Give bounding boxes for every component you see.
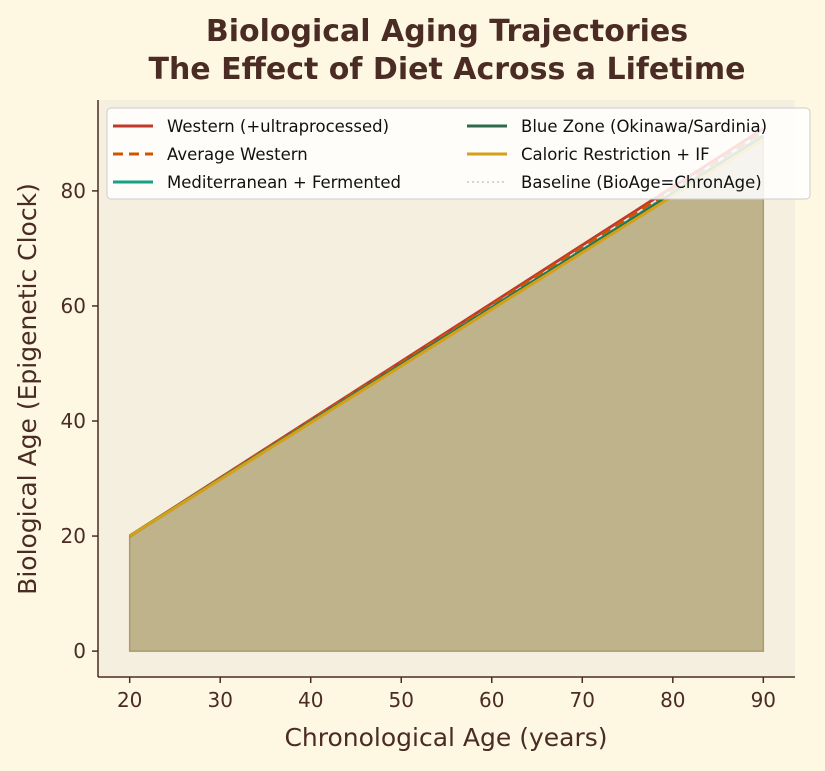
y-tick-label: 60 — [61, 294, 86, 318]
legend-box — [106, 107, 811, 200]
x-tick-label: 70 — [570, 688, 595, 712]
x-tick-label: 50 — [389, 688, 414, 712]
y-tick-label: 20 — [61, 524, 86, 548]
y-tick-label: 0 — [73, 639, 86, 663]
legend-label: Mediterranean + Fermented — [167, 173, 401, 192]
legend-label: Average Western — [167, 145, 308, 164]
legend: Western (+ultraprocessed) Average Western… — [106, 107, 811, 200]
y-axis-label: Biological Age (Epigenetic Clock) — [13, 183, 42, 595]
x-tick-label: 40 — [298, 688, 323, 712]
x-tick-label: 60 — [479, 688, 504, 712]
x-tick-label: 20 — [117, 688, 142, 712]
x-tick-label: 90 — [751, 688, 776, 712]
chart-title-line1: Biological Aging Trajectories — [206, 14, 688, 49]
legend-label: Baseline (BioAge=ChronAge) — [521, 173, 762, 192]
legend-label: Caloric Restriction + IF — [521, 145, 710, 164]
x-axis-label: Chronological Age (years) — [284, 723, 607, 752]
chart-title-line2: The Effect of Diet Across a Lifetime — [148, 52, 745, 87]
x-tick-label: 80 — [660, 688, 685, 712]
y-tick-label: 80 — [61, 179, 86, 203]
x-tick-label: 30 — [207, 688, 232, 712]
y-tick-label: 40 — [61, 409, 86, 433]
legend-label: Western (+ultraprocessed) — [167, 117, 389, 136]
series-line-4 — [128, 137, 765, 538]
legend-label: Blue Zone (Okinawa/Sardinia) — [521, 117, 767, 136]
